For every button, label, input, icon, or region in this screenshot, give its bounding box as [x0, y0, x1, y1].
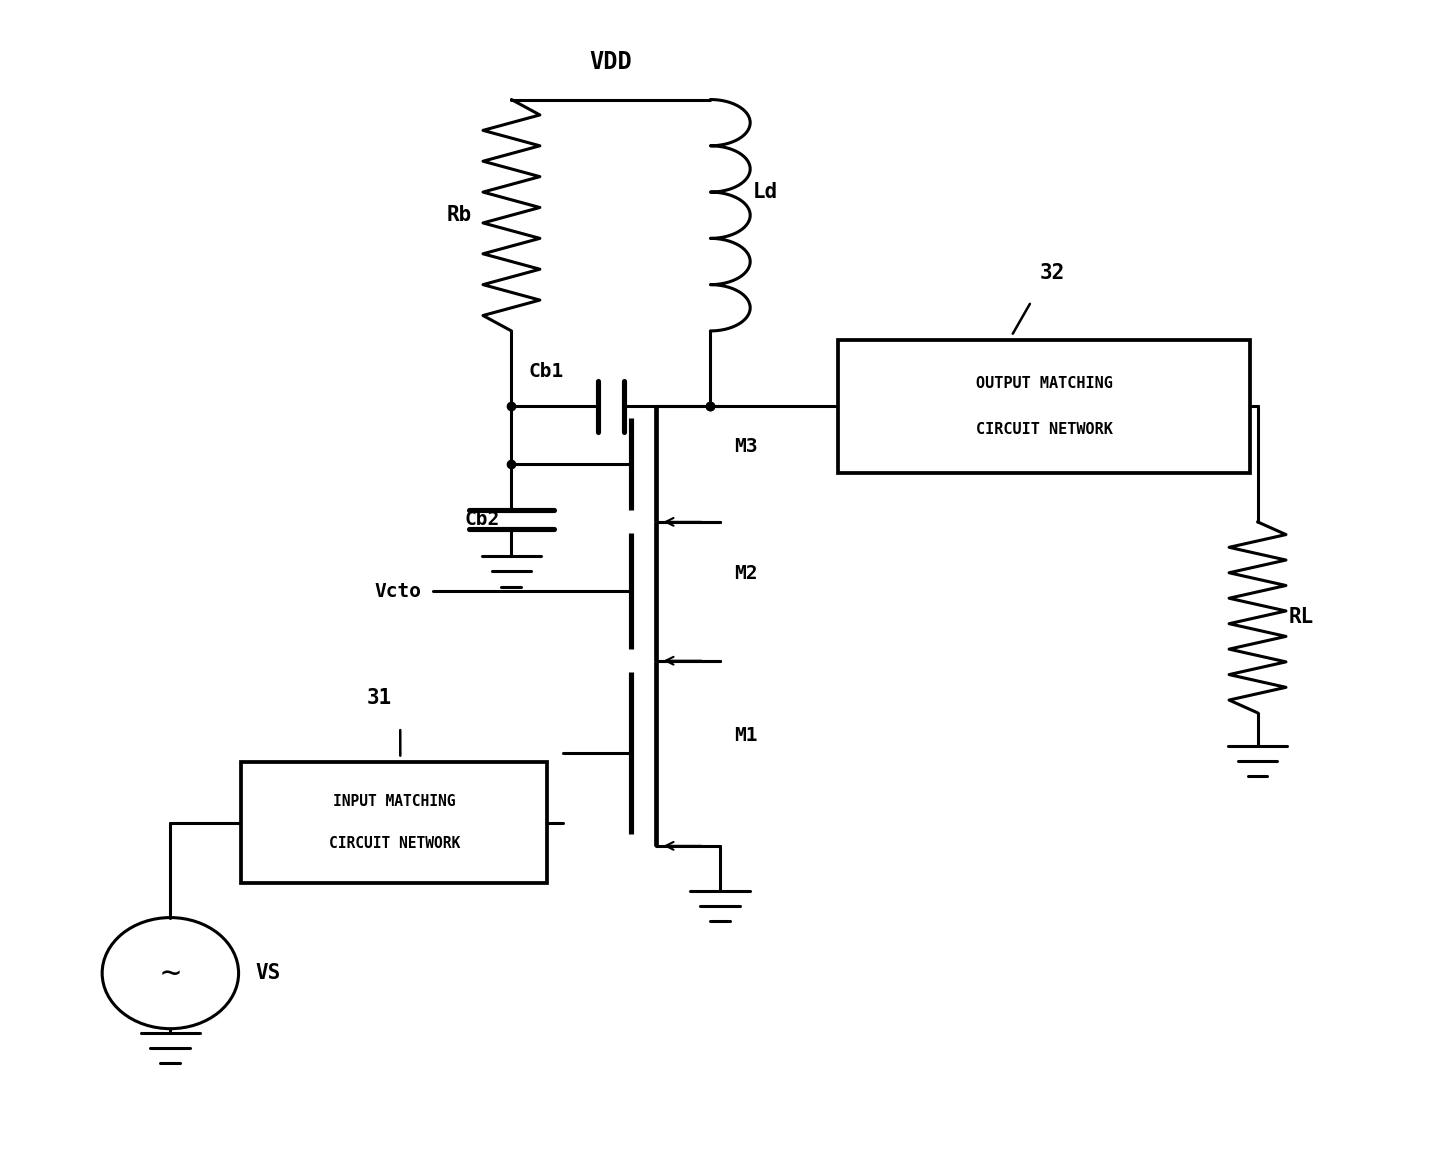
Text: 31: 31: [366, 689, 392, 708]
Text: M2: M2: [735, 564, 758, 583]
Text: CIRCUIT NETWORK: CIRCUIT NETWORK: [329, 836, 459, 851]
FancyBboxPatch shape: [241, 762, 547, 883]
Text: M3: M3: [735, 437, 758, 457]
FancyBboxPatch shape: [838, 340, 1250, 473]
Text: Rb: Rb: [446, 205, 472, 225]
Text: OUTPUT MATCHING: OUTPUT MATCHING: [976, 376, 1112, 390]
Text: 32: 32: [1040, 262, 1065, 282]
Text: RL: RL: [1289, 608, 1314, 628]
Text: Vcto: Vcto: [375, 582, 422, 601]
Text: Cb2: Cb2: [465, 511, 499, 529]
Text: ~: ~: [161, 957, 181, 989]
Text: INPUT MATCHING: INPUT MATCHING: [333, 794, 455, 809]
Text: Cb1: Cb1: [528, 362, 564, 381]
Text: VS: VS: [255, 963, 281, 984]
Text: VDD: VDD: [590, 50, 633, 74]
Text: Ld: Ld: [753, 182, 778, 203]
Text: M1: M1: [735, 726, 758, 746]
Text: CIRCUIT NETWORK: CIRCUIT NETWORK: [976, 422, 1112, 437]
